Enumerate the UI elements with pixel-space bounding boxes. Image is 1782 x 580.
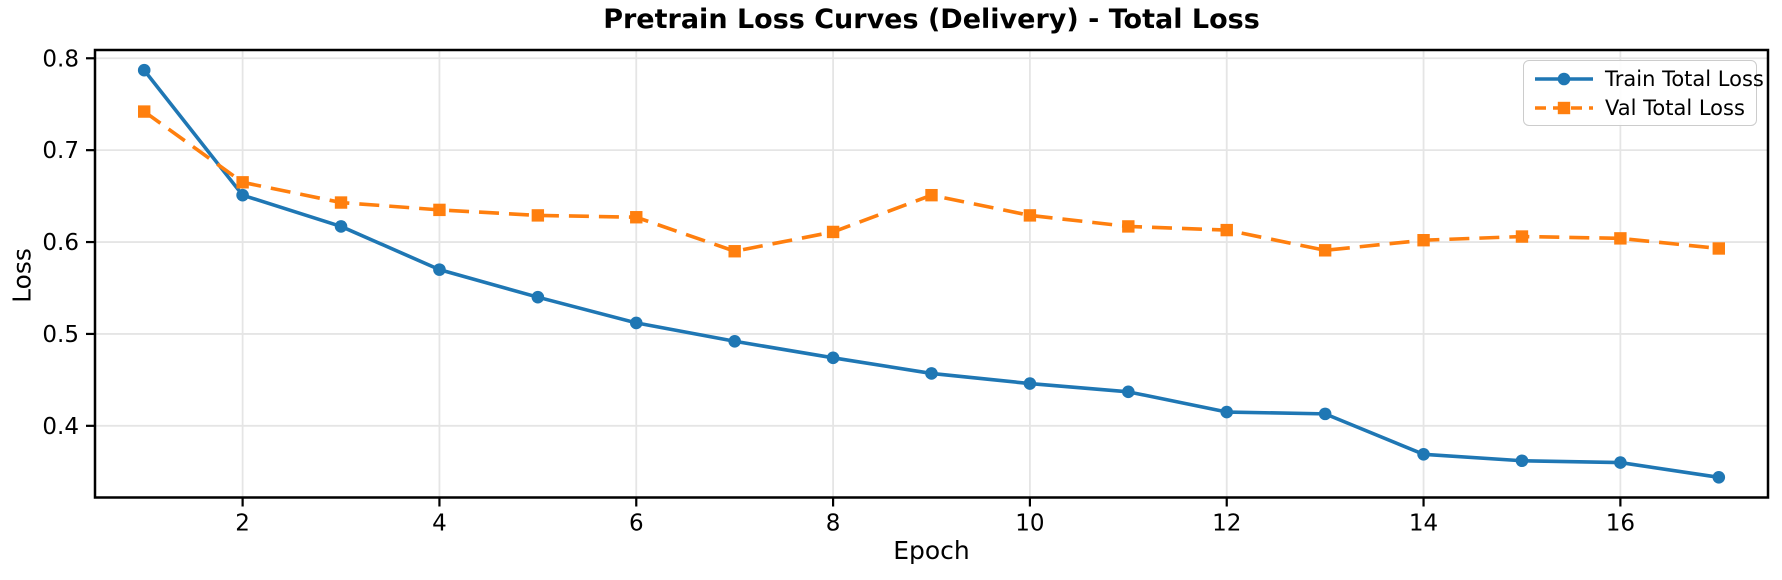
val-total-loss-point xyxy=(138,105,151,118)
train-total-loss-point xyxy=(1220,405,1234,419)
val-total-loss-point xyxy=(826,225,840,239)
x-axis-label: Epoch xyxy=(893,536,970,565)
x-tick-label: 6 xyxy=(629,511,644,537)
legend-item-train-total-loss: Train Total Loss xyxy=(1533,64,1764,93)
val-total-loss-line xyxy=(143,110,1719,254)
val-total-loss-point xyxy=(334,196,348,209)
legend-swatch-train-icon xyxy=(1535,72,1593,85)
train-total-loss-point xyxy=(334,220,348,233)
axes-spines xyxy=(93,48,1770,499)
val-total-loss-point xyxy=(1318,244,1332,257)
train-total-loss-point xyxy=(728,334,741,348)
val-total-loss-point xyxy=(1614,232,1627,245)
val-total-loss-point xyxy=(433,203,446,217)
val-total-loss-point xyxy=(630,211,643,224)
val-total-loss-point xyxy=(925,188,938,202)
y-tick-label: 0.4 xyxy=(42,414,79,440)
chart-title: Pretrain Loss Curves (Delivery) - Total … xyxy=(603,4,1260,35)
x-tick-label: 12 xyxy=(1212,511,1241,537)
train-total-loss-point xyxy=(1515,454,1529,468)
y-tick-label: 0.8 xyxy=(42,46,79,72)
circle-marker-icon xyxy=(1557,72,1571,85)
legend-swatch-val-icon xyxy=(1535,101,1593,114)
val-total-loss-point xyxy=(1122,220,1135,233)
val-total-loss-point xyxy=(1515,230,1529,243)
train-total-loss-point xyxy=(433,263,446,276)
val-total-loss-point xyxy=(728,245,741,258)
train-total-loss-point xyxy=(1712,470,1726,484)
train-total-loss-point xyxy=(137,63,151,77)
train-total-loss-line xyxy=(142,69,1720,480)
train-total-loss-point xyxy=(826,351,840,365)
train-total-loss-point xyxy=(531,290,545,304)
square-marker-icon xyxy=(1557,101,1571,114)
y-tick-label: 0.6 xyxy=(42,230,79,256)
x-tick-label: 4 xyxy=(432,511,447,537)
val-total-loss-point xyxy=(236,176,249,189)
x-tick-label: 8 xyxy=(826,511,841,537)
train-total-loss-point xyxy=(1122,385,1135,399)
train-total-loss-point xyxy=(925,367,938,380)
x-tick-label: 10 xyxy=(1015,511,1044,537)
legend-label-val: Val Total Loss xyxy=(1605,95,1745,120)
x-tick-label: 2 xyxy=(235,511,250,537)
val-total-loss-point xyxy=(1417,234,1430,247)
train-total-loss-point xyxy=(1417,448,1430,461)
legend-label-train: Train Total Loss xyxy=(1605,66,1764,91)
y-tick-label: 0.7 xyxy=(42,138,79,164)
legend-item-val-total-loss: Val Total Loss xyxy=(1533,93,1748,122)
x-tick-label: 16 xyxy=(1606,511,1635,537)
val-total-loss-point xyxy=(1712,242,1725,255)
val-total-loss-point xyxy=(1023,209,1037,222)
x-tick-label: 14 xyxy=(1409,511,1438,537)
train-total-loss-point xyxy=(629,316,643,330)
y-tick-label: 0.5 xyxy=(42,322,79,348)
train-total-loss-point xyxy=(1614,456,1627,469)
legend: Train Total Loss Val Total Loss xyxy=(1523,60,1764,126)
y-axis-label: Loss xyxy=(7,248,37,303)
val-total-loss-point xyxy=(531,209,545,222)
val-total-loss-point xyxy=(1220,223,1233,237)
train-total-loss-point xyxy=(1318,407,1332,421)
train-total-loss-point xyxy=(236,188,249,202)
train-total-loss-point xyxy=(1023,377,1037,390)
